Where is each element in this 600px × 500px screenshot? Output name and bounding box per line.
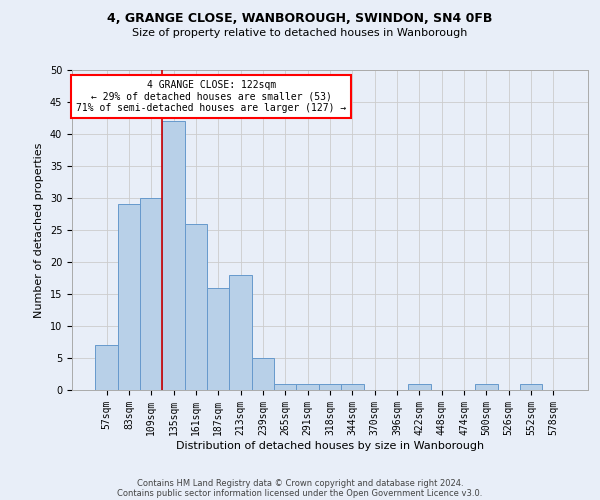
Bar — [341, 384, 364, 390]
Bar — [95, 345, 118, 390]
Bar — [118, 204, 140, 390]
Bar — [475, 384, 497, 390]
Bar — [163, 121, 185, 390]
Bar — [185, 224, 207, 390]
Bar — [274, 384, 296, 390]
Text: 4 GRANGE CLOSE: 122sqm
← 29% of detached houses are smaller (53)
71% of semi-det: 4 GRANGE CLOSE: 122sqm ← 29% of detached… — [76, 80, 346, 113]
Text: Size of property relative to detached houses in Wanborough: Size of property relative to detached ho… — [133, 28, 467, 38]
Bar — [408, 384, 431, 390]
Y-axis label: Number of detached properties: Number of detached properties — [34, 142, 44, 318]
Bar — [229, 275, 252, 390]
Text: 4, GRANGE CLOSE, WANBOROUGH, SWINDON, SN4 0FB: 4, GRANGE CLOSE, WANBOROUGH, SWINDON, SN… — [107, 12, 493, 26]
X-axis label: Distribution of detached houses by size in Wanborough: Distribution of detached houses by size … — [176, 440, 484, 450]
Text: Contains public sector information licensed under the Open Government Licence v3: Contains public sector information licen… — [118, 488, 482, 498]
Bar — [252, 358, 274, 390]
Bar — [319, 384, 341, 390]
Bar — [207, 288, 229, 390]
Bar — [140, 198, 163, 390]
Bar — [296, 384, 319, 390]
Text: Contains HM Land Registry data © Crown copyright and database right 2024.: Contains HM Land Registry data © Crown c… — [137, 478, 463, 488]
Bar — [520, 384, 542, 390]
